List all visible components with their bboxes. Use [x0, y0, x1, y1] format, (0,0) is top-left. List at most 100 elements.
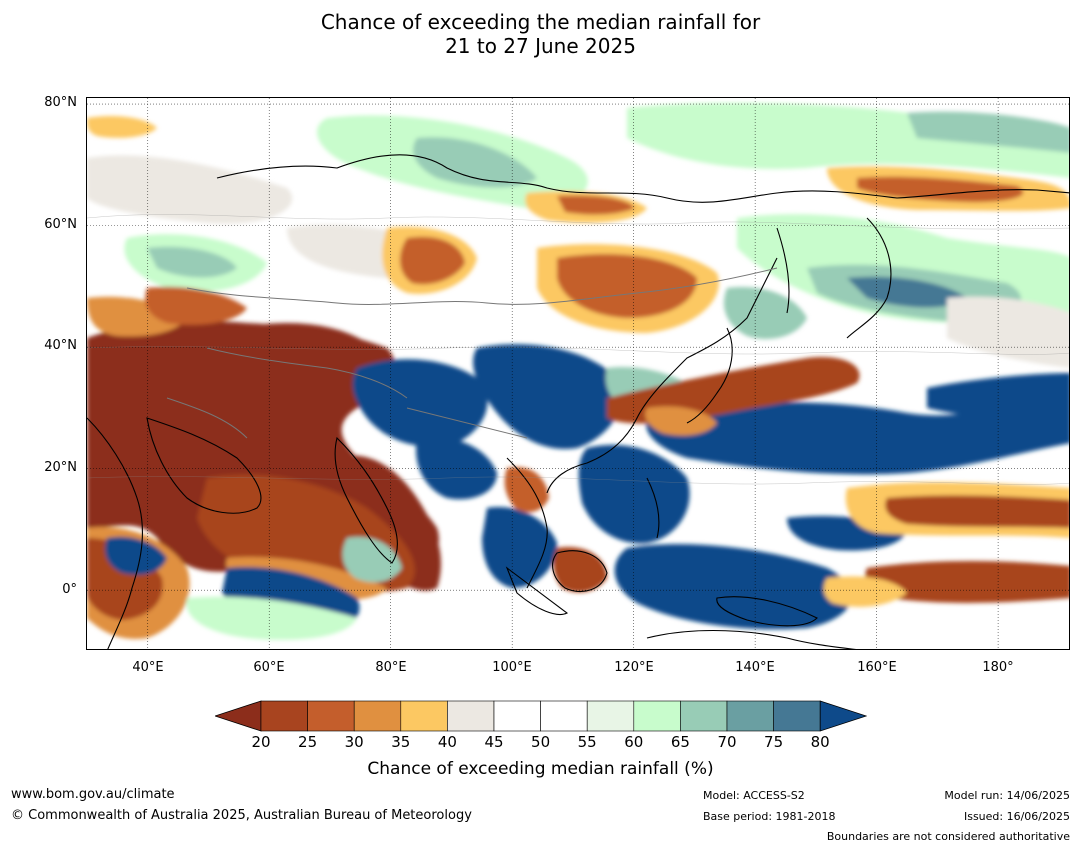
sunda-blue — [482, 507, 557, 588]
colorbar-tick-label: 60 — [624, 733, 644, 751]
coast-eurasia-north — [216, 154, 1069, 203]
rainfall-map — [86, 97, 1070, 650]
coast-new-guinea — [716, 596, 818, 627]
lon-label-60e: 60°E — [253, 660, 285, 675]
lat-label-20n: 20°N — [44, 460, 77, 475]
model-text: Model: ACCESS-S2 — [703, 789, 805, 802]
colorbar-tick-label: 25 — [298, 733, 318, 751]
coast-india — [334, 436, 398, 564]
coast-se-asia — [506, 457, 548, 589]
map-title: Chance of exceeding the median rainfall … — [0, 10, 1081, 58]
kamchatka-brown — [857, 176, 1024, 203]
caspian-brown — [145, 286, 247, 325]
siberia-brown-spot — [557, 195, 635, 215]
colorbar-segment — [447, 700, 495, 732]
lat-label-80n: 80°N — [44, 95, 77, 110]
colorbar-tick-label: 30 — [344, 733, 364, 751]
colorbar-tick-label: 50 — [531, 733, 551, 751]
coast-sakhalin — [776, 227, 790, 314]
malay-brown — [504, 467, 549, 513]
lon-label-100e: 100°E — [492, 660, 532, 675]
colorbar-label: Chance of exceeding median rainfall (%) — [367, 759, 714, 779]
colorbar-segment — [493, 700, 541, 732]
colorbar-segment — [773, 700, 821, 732]
colorbar-segment — [400, 700, 448, 732]
colorbar-svg — [213, 700, 868, 732]
colorbar — [213, 700, 868, 736]
pacific-blue-east — [927, 373, 1069, 420]
bom-climate-link[interactable]: www.bom.gov.au/climate — [11, 787, 175, 802]
model-run-text: Model run: 14/06/2025 — [944, 789, 1070, 802]
india-dry — [336, 455, 441, 591]
japan-teal — [723, 287, 807, 339]
colorbar-segment — [353, 700, 402, 732]
graticule — [87, 98, 1069, 649]
colorbar-segment — [680, 700, 728, 732]
japan-orange — [645, 406, 717, 436]
coast-kamchatka — [846, 217, 892, 339]
coast-east-asia — [546, 257, 778, 494]
contours — [87, 214, 1069, 485]
colorbar-tick-label: 75 — [764, 733, 784, 751]
pacific-brown-band — [885, 495, 1069, 528]
coast-japan — [686, 327, 733, 424]
colorbar-arrow-high — [819, 700, 868, 732]
lon-label-180: 180° — [982, 660, 1014, 675]
lat-label-40n: 40°N — [44, 338, 77, 353]
west-indian-ocean-blue — [105, 536, 167, 575]
colorbar-segment — [586, 700, 635, 732]
lon-label-160e: 160°E — [857, 660, 897, 675]
mongolia-brown — [557, 254, 697, 318]
colorbar-segment — [633, 700, 681, 732]
borneo-brown — [553, 547, 607, 593]
coast-sumatra — [505, 566, 569, 615]
grey-west — [87, 155, 293, 224]
colorbar-segment — [307, 700, 355, 732]
china-blue — [473, 344, 622, 449]
siberia-teal-patch — [413, 137, 537, 188]
coast-arabia — [146, 417, 262, 514]
colorbar-segment — [540, 700, 588, 732]
philippines-blue — [578, 444, 690, 544]
lon-label-40e: 40°E — [132, 660, 164, 675]
russia-north-orange — [87, 116, 157, 138]
colorbar-tick-label: 55 — [577, 733, 597, 751]
equator-green — [186, 596, 357, 640]
disclaimer-text: Boundaries are not considered authoritat… — [826, 830, 1070, 843]
pacific-blue — [646, 388, 1069, 475]
coastlines — [87, 154, 1069, 649]
coast-philippines — [646, 477, 660, 539]
lat-label-0: 0° — [62, 582, 77, 597]
title-line-1: Chance of exceeding the median rainfall … — [320, 10, 761, 34]
colorbar-arrow-low — [213, 700, 262, 732]
lon-label-120e: 120°E — [614, 660, 654, 675]
map-canvas — [87, 98, 1069, 649]
central-asia-brown — [400, 236, 465, 285]
lat-label-60n: 60°N — [44, 217, 77, 232]
coast-australia-north — [646, 629, 857, 649]
colorbar-tick-label: 80 — [810, 733, 830, 751]
bay-bengal-blue — [416, 437, 497, 500]
colorbar-tick-label: 70 — [717, 733, 737, 751]
tibet-blue — [352, 359, 488, 447]
india-teal — [342, 537, 402, 583]
colorbar-tick-label: 20 — [251, 733, 271, 751]
boundaries — [166, 267, 778, 439]
colorbar-tick-label: 40 — [437, 733, 457, 751]
coast-borneo — [552, 550, 608, 592]
title-line-2: 21 to 27 June 2025 — [445, 34, 636, 58]
arctic-teal-patch — [907, 111, 1069, 153]
colorbar-tick-label: 65 — [670, 733, 690, 751]
iran-dry — [237, 323, 369, 378]
copyright-text: © Commonwealth of Australia 2025, Austra… — [11, 808, 472, 823]
coast-africa-east — [87, 417, 143, 649]
east-siberia-blue — [847, 276, 967, 308]
colorbar-tick-label: 45 — [484, 733, 504, 751]
lon-label-140e: 140°E — [735, 660, 775, 675]
pacific-brown-band-south — [865, 561, 1069, 603]
lon-label-80e: 80°E — [375, 660, 407, 675]
kazakh-teal — [147, 246, 237, 278]
colorbar-tick-label: 35 — [391, 733, 411, 751]
grey-east — [947, 296, 1069, 368]
base-period-text: Base period: 1981-2018 — [703, 810, 836, 823]
